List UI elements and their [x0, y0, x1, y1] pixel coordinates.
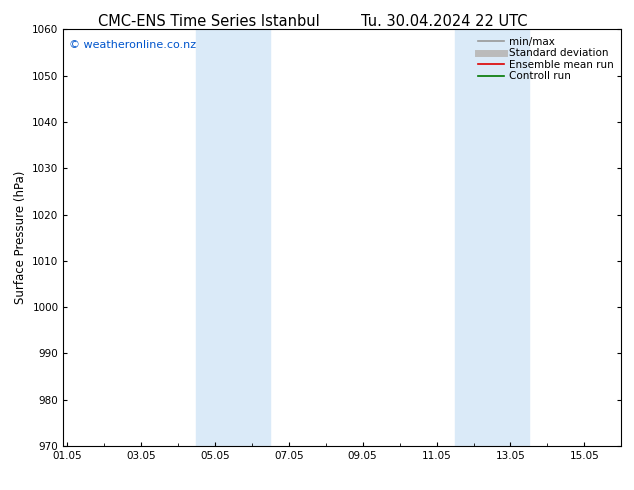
Legend: min/max, Standard deviation, Ensemble mean run, Controll run: min/max, Standard deviation, Ensemble me…	[476, 35, 616, 83]
Text: CMC-ENS Time Series Istanbul: CMC-ENS Time Series Istanbul	[98, 14, 320, 29]
Text: © weatheronline.co.nz: © weatheronline.co.nz	[69, 40, 196, 50]
Text: Tu. 30.04.2024 22 UTC: Tu. 30.04.2024 22 UTC	[361, 14, 527, 29]
Bar	[197, 29, 270, 446]
Y-axis label: Surface Pressure (hPa): Surface Pressure (hPa)	[14, 171, 27, 304]
Bar	[455, 29, 529, 446]
